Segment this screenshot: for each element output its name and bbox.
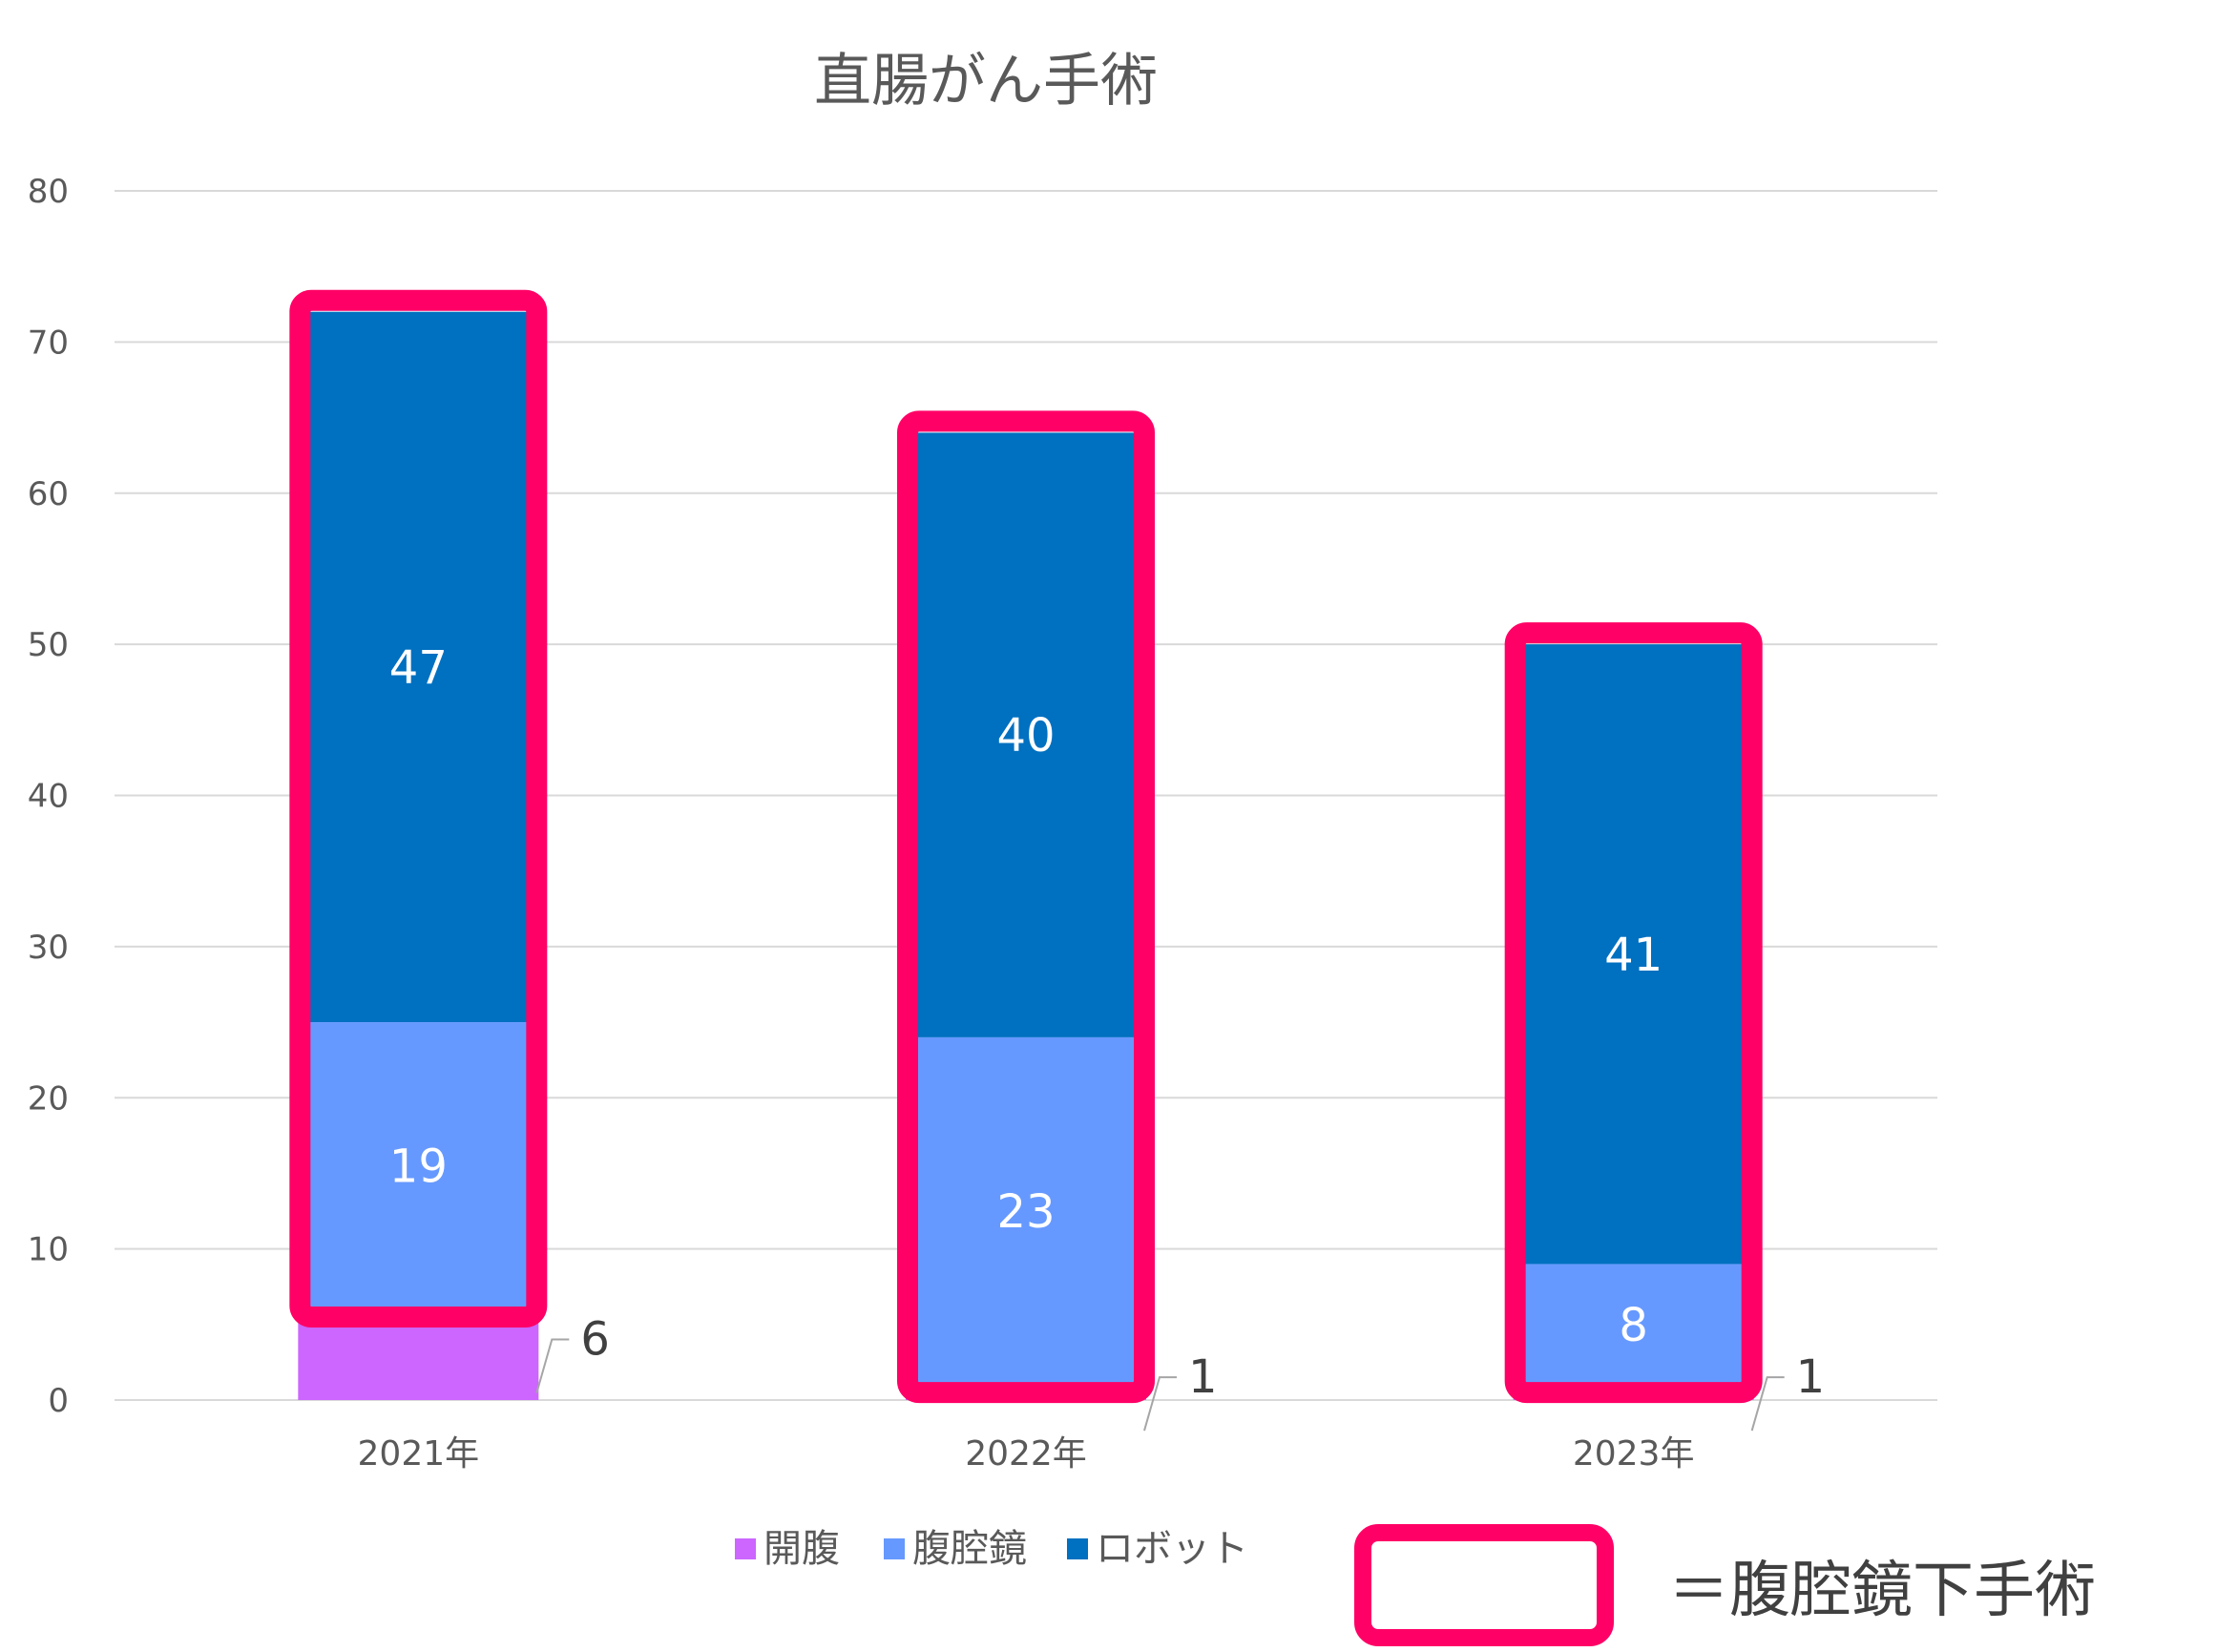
highlight-frames <box>289 289 1763 1404</box>
leader-line <box>535 1338 570 1393</box>
legend-label: ロボット <box>1096 1527 1248 1571</box>
data-label: 23 <box>996 1185 1055 1239</box>
leader-line <box>1143 1376 1177 1432</box>
bar-segment <box>906 1036 1146 1386</box>
x-axis-categories: 2021年 2022年 2023年 <box>358 1434 1695 1474</box>
bar-segment <box>1513 1264 1754 1386</box>
highlight-frame <box>289 289 548 1328</box>
y-tick-label: 50 <box>28 626 69 664</box>
highlight-legend: ＝腹腔鏡下手術 <box>1354 1524 2096 1646</box>
y-tick-label: 20 <box>28 1079 69 1118</box>
legend-item: 開腹 <box>735 1527 840 1571</box>
bar-segment <box>1513 644 1754 1265</box>
y-tick-label: 10 <box>28 1231 69 1269</box>
leader-line <box>1750 1376 1785 1432</box>
data-label: 40 <box>996 709 1055 763</box>
data-label: 19 <box>389 1140 448 1194</box>
legend-swatch <box>735 1538 756 1559</box>
x-category-label: 2023年 <box>1573 1434 1695 1474</box>
segment-labels: 6 19 47 1 23 40 1 8 41 <box>389 641 1826 1432</box>
data-label: 1 <box>1796 1350 1826 1404</box>
highlight-legend-swatch <box>1354 1524 1614 1646</box>
highlight-legend-label: ＝腹腔鏡下手術 <box>1668 1556 2096 1626</box>
y-tick-label: 0 <box>48 1382 69 1420</box>
bar-segment <box>906 432 1146 1037</box>
data-label: 6 <box>580 1312 610 1366</box>
x-category-label: 2022年 <box>965 1434 1087 1474</box>
y-tick-label: 30 <box>28 929 69 967</box>
highlight-frame <box>897 410 1155 1404</box>
y-tick-label: 60 <box>28 475 69 513</box>
x-category-label: 2021年 <box>358 1434 480 1474</box>
legend-item: 腹腔鏡 <box>884 1527 1027 1571</box>
y-tick-label: 70 <box>28 324 69 362</box>
y-tick-label: 40 <box>28 778 69 816</box>
chart-title: 直腸がん手術 <box>814 48 1158 115</box>
data-label: 41 <box>1604 929 1663 982</box>
legend-swatch <box>1067 1538 1088 1559</box>
y-axis-ticks: 0 10 20 30 40 50 60 70 80 <box>28 173 69 1420</box>
data-label: 1 <box>1188 1350 1218 1404</box>
y-tick-label: 80 <box>28 173 69 211</box>
legend-label: 開腹 <box>763 1527 840 1571</box>
data-label: 47 <box>389 641 448 695</box>
bar-segment <box>298 311 539 1023</box>
legend-label: 腹腔鏡 <box>912 1527 1027 1571</box>
legend-swatch <box>884 1538 905 1559</box>
bar-segment <box>298 1022 539 1309</box>
data-label: 8 <box>1619 1299 1648 1352</box>
legend-item: ロボット <box>1067 1527 1248 1571</box>
legend: 開腹 腹腔鏡 ロボット <box>735 1527 1248 1571</box>
highlight-frame <box>1504 622 1763 1404</box>
